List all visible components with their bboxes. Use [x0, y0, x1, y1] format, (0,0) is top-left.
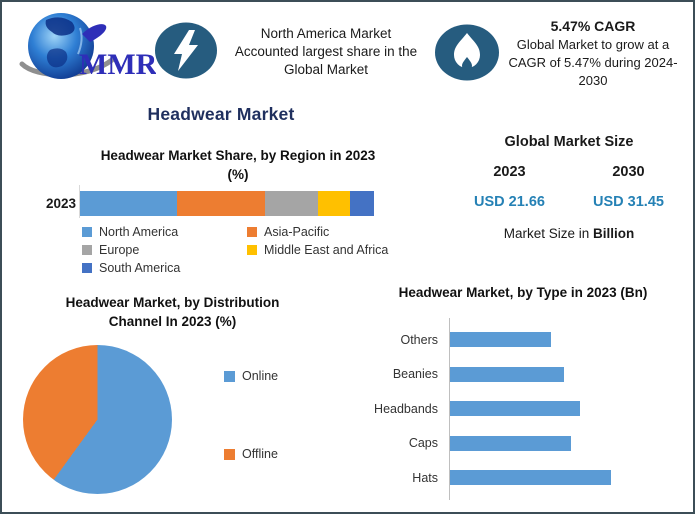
market-size-year-2030: 2030 [612, 164, 645, 180]
type-bar-chart: Others Beanies Headbands Caps Hats [354, 332, 689, 505]
legend-swatch-icon [82, 263, 92, 273]
region-axis-line [79, 185, 80, 218]
region-legend-label: Asia-Pacific [264, 225, 330, 239]
type-bar-row-hats: Hats [354, 470, 689, 485]
market-size-year-2023: 2023 [493, 164, 526, 180]
market-size-title: Global Market Size [504, 134, 634, 150]
market-size-caption-prefix: Market Size in [503, 226, 594, 241]
type-bar-label: Headbands [374, 401, 438, 416]
type-bar-row-others: Others [354, 332, 689, 347]
market-size-value-2023: USD 21.66 [474, 194, 545, 210]
market-size-panel: Global Market Size 2023 2030 USD 21.66 U… [450, 134, 688, 241]
type-bar-label: Hats [412, 470, 438, 485]
cagr-line1: Global Market to grow at a [516, 37, 670, 52]
distribution-pie-chart [23, 345, 172, 494]
page-title: Headwear Market [147, 104, 295, 124]
type-bar-others [450, 332, 551, 347]
cagr-line2: CAGR of 5.47% during 2024- [508, 55, 678, 70]
pie-chart-title-line2: Channel In 2023 (%) [108, 314, 237, 329]
flame-icon [434, 24, 500, 86]
region-segment-north-america [80, 191, 178, 216]
legend-swatch-icon [224, 448, 235, 460]
market-size-values: USD 21.66 USD 31.45 [450, 194, 688, 210]
pie-chart-title: Headwear Market, by Distribution Channel… [30, 293, 315, 331]
type-bar-label: Others [400, 332, 438, 347]
pie-legend-item-online: Online [224, 369, 278, 383]
region-segment-asia-pacific [177, 191, 266, 216]
pie-legend-label: Offline [242, 447, 278, 461]
highlight1-line1: North America Market [260, 26, 392, 41]
region-legend-label: North America [99, 225, 179, 239]
pie-legend-label: Online [242, 369, 279, 383]
pie-legend: Online Offline [224, 369, 278, 461]
highlight1-line3: Global Market [283, 62, 369, 77]
legend-swatch-icon [247, 245, 257, 255]
type-chart-title: Headwear Market, by Type in 2023 (Bn) [398, 285, 648, 300]
type-bar-headbands [450, 401, 580, 416]
region-legend-label: Europe [99, 243, 140, 257]
type-bar-label: Caps [408, 436, 438, 450]
lightning-icon [154, 22, 218, 84]
region-legend-item-middle-east-and-africa: Middle East and Africa [247, 241, 412, 259]
region-legend-item-north-america: North America [82, 223, 247, 241]
type-bar-caps [450, 435, 571, 451]
globe-logo-icon: MMR [19, 13, 158, 81]
type-bar-beanies [450, 366, 564, 382]
market-size-caption: Market Size in Billion [450, 226, 688, 241]
pie-chart-title-line1: Headwear Market, by Distribution [65, 295, 280, 310]
region-legend-label: South America [99, 261, 181, 275]
cagr-line3: 2030 [578, 73, 608, 88]
type-chart-axis-line [449, 318, 450, 500]
market-size-caption-unit: Billion [593, 226, 635, 241]
region-segment-middle-east-and-africa [318, 191, 351, 216]
header-highlight-1: North America Market Accounted largest s… [220, 25, 432, 79]
region-legend-item-asia-pacific: Asia-Pacific [247, 223, 412, 241]
type-bar-hats [450, 470, 611, 485]
region-segment-europe [265, 191, 319, 216]
region-legend-item-europe: Europe [82, 241, 247, 259]
type-bar-row-headbands: Headbands [354, 401, 689, 416]
legend-swatch-icon [247, 227, 257, 237]
highlight1-line2: Accounted largest share in the [234, 44, 418, 59]
region-chart-title: Headwear Market Share, by Region in 2023… [44, 146, 432, 184]
region-chart-title-line1: Headwear Market Share, by Region in 2023 [100, 148, 376, 163]
legend-swatch-icon [82, 227, 92, 237]
type-bar-row-beanies: Beanies [354, 366, 689, 382]
region-chart-title-line2: (%) [227, 167, 249, 182]
mmr-logo: MMR [16, 8, 158, 88]
legend-swatch-icon [82, 245, 92, 255]
svg-text:MMR: MMR [79, 48, 156, 81]
type-bar-row-caps: Caps [354, 435, 689, 451]
market-size-years: 2023 2030 [450, 164, 688, 180]
market-size-value-2030: USD 31.45 [593, 194, 664, 210]
header-highlight-2: 5.47% CAGR Global Market to grow at a CA… [502, 17, 684, 90]
region-legend: North America Asia-Pacific Europe Middle Ea… [82, 223, 412, 277]
region-legend-label: Middle East and Africa [264, 243, 389, 257]
region-stacked-bar [80, 191, 374, 216]
region-legend-item-south-america: South America [82, 259, 247, 277]
pie-legend-item-offline: Offline [224, 447, 278, 461]
type-bar-label: Beanies [392, 367, 438, 381]
cagr-headline: 5.47% CAGR [550, 18, 636, 34]
region-segment-south-america [350, 191, 374, 216]
region-category-label: 2023 [45, 196, 76, 211]
legend-swatch-icon [224, 370, 235, 382]
